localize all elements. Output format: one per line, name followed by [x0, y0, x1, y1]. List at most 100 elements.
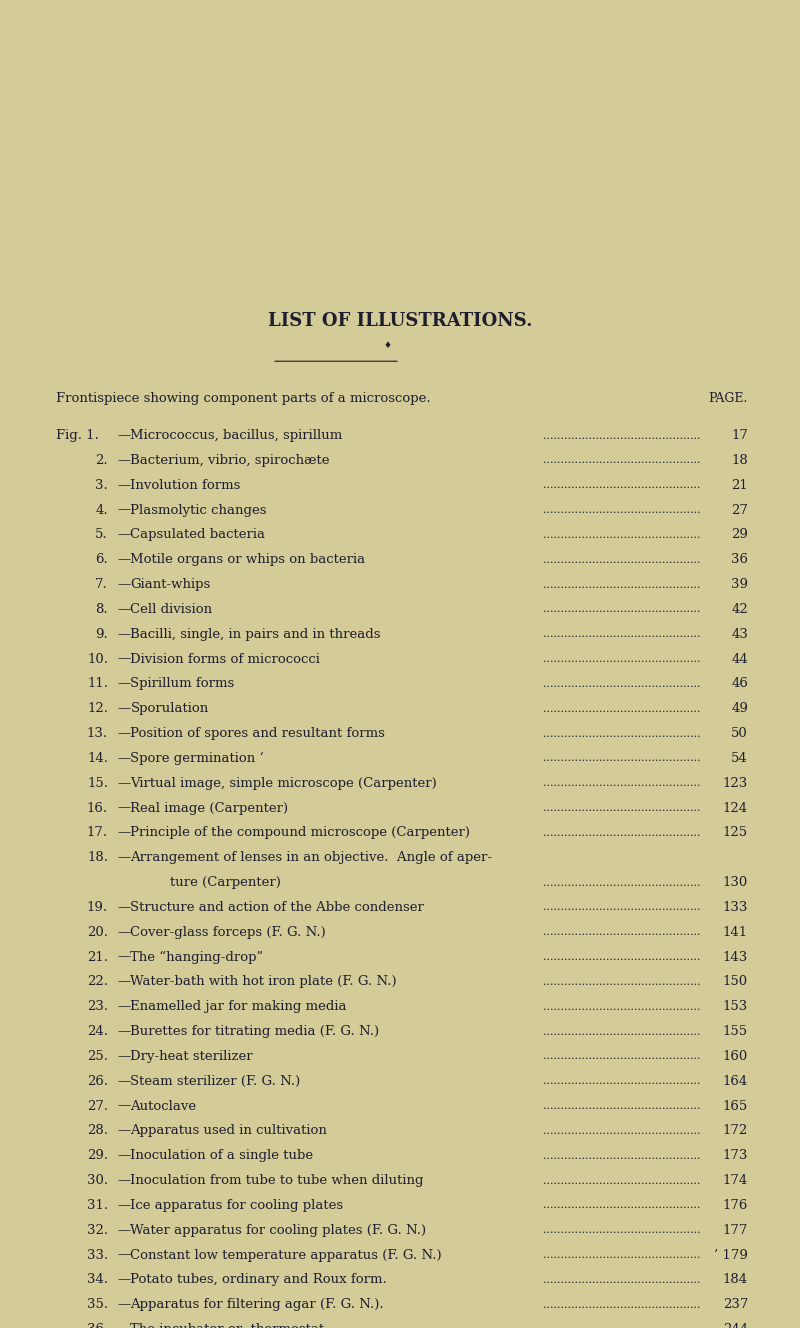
Text: 11.: 11.: [87, 677, 108, 691]
Text: 12.: 12.: [87, 703, 108, 716]
Text: 17.: 17.: [87, 826, 108, 839]
Text: Structure and action of the Abbe condenser: Structure and action of the Abbe condens…: [130, 900, 424, 914]
Text: 29: 29: [731, 529, 748, 542]
Text: —: —: [118, 1248, 130, 1262]
Text: Spirillum forms: Spirillum forms: [130, 677, 234, 691]
Text: .............................................: ........................................…: [542, 803, 700, 813]
Text: —: —: [118, 728, 130, 740]
Text: .............................................: ........................................…: [542, 878, 700, 887]
Text: Inoculation of a single tube: Inoculation of a single tube: [130, 1149, 314, 1162]
Text: —: —: [118, 628, 130, 640]
Text: —: —: [118, 777, 130, 790]
Text: .............................................: ........................................…: [542, 1027, 700, 1037]
Text: —: —: [118, 1274, 130, 1287]
Text: .............................................: ........................................…: [542, 1126, 700, 1135]
Text: .............................................: ........................................…: [542, 481, 700, 490]
Text: 22.: 22.: [87, 976, 108, 988]
Text: 33.: 33.: [86, 1248, 108, 1262]
Text: 26.: 26.: [87, 1074, 108, 1088]
Text: 23.: 23.: [87, 1000, 108, 1013]
Text: —: —: [118, 1100, 130, 1113]
Text: Apparatus used in cultivation: Apparatus used in cultivation: [130, 1125, 327, 1137]
Text: .............................................: ........................................…: [542, 1201, 700, 1210]
Text: Fig. 1.: Fig. 1.: [56, 429, 99, 442]
Text: —: —: [118, 826, 130, 839]
Text: 34.: 34.: [87, 1274, 108, 1287]
Text: 184: 184: [723, 1274, 748, 1287]
Text: .............................................: ........................................…: [542, 1226, 700, 1235]
Text: 18: 18: [731, 454, 748, 467]
Text: Autoclave: Autoclave: [130, 1100, 197, 1113]
Text: 19.: 19.: [87, 900, 108, 914]
Text: ’ 179: ’ 179: [714, 1248, 748, 1262]
Text: 39: 39: [731, 578, 748, 591]
Text: .............................................: ........................................…: [542, 729, 700, 738]
Text: 20.: 20.: [87, 926, 108, 939]
Text: 16.: 16.: [87, 802, 108, 814]
Text: 155: 155: [723, 1025, 748, 1038]
Text: —: —: [118, 554, 130, 566]
Text: 123: 123: [722, 777, 748, 790]
Text: 125: 125: [723, 826, 748, 839]
Text: .............................................: ........................................…: [542, 1076, 700, 1086]
Text: 160: 160: [722, 1050, 748, 1062]
Text: ture (Carpenter): ture (Carpenter): [170, 876, 282, 888]
Text: .............................................: ........................................…: [542, 1175, 700, 1186]
Text: PAGE.: PAGE.: [709, 392, 748, 405]
Text: 49: 49: [731, 703, 748, 716]
Text: —: —: [118, 1174, 130, 1187]
Text: .............................................: ........................................…: [542, 827, 700, 838]
Text: ♦: ♦: [384, 341, 392, 349]
Text: Constant low temperature apparatus (F. G. N.): Constant low temperature apparatus (F. G…: [130, 1248, 442, 1262]
Text: 21: 21: [731, 479, 748, 491]
Text: 24.: 24.: [87, 1025, 108, 1038]
Text: Sporulation: Sporulation: [130, 703, 209, 716]
Text: Frontispiece showing component parts of a microscope.: Frontispiece showing component parts of …: [56, 392, 430, 405]
Text: .............................................: ........................................…: [542, 1300, 700, 1309]
Text: —: —: [118, 1149, 130, 1162]
Text: 36: 36: [731, 554, 748, 566]
Text: 174: 174: [722, 1174, 748, 1187]
Text: —: —: [118, 1199, 130, 1212]
Text: 27.: 27.: [87, 1100, 108, 1113]
Text: .............................................: ........................................…: [542, 579, 700, 590]
Text: —: —: [118, 652, 130, 665]
Text: Spore germination ‘: Spore germination ‘: [130, 752, 264, 765]
Text: Arrangement of lenses in an objective.  Angle of aper-: Arrangement of lenses in an objective. A…: [130, 851, 492, 865]
Text: .............................................: ........................................…: [542, 1250, 700, 1260]
Text: 30.: 30.: [87, 1174, 108, 1187]
Text: 42: 42: [731, 603, 748, 616]
Text: —: —: [118, 1074, 130, 1088]
Text: 244: 244: [723, 1323, 748, 1328]
Text: Giant-whips: Giant-whips: [130, 578, 210, 591]
Text: —: —: [118, 429, 130, 442]
Text: .............................................: ........................................…: [542, 1052, 700, 1061]
Text: —: —: [118, 479, 130, 491]
Text: .............................................: ........................................…: [542, 704, 700, 713]
Text: Enamelled jar for making media: Enamelled jar for making media: [130, 1000, 347, 1013]
Text: 35.: 35.: [87, 1299, 108, 1311]
Text: 6.: 6.: [95, 554, 108, 566]
Text: —: —: [118, 752, 130, 765]
Text: Real image (Carpenter): Real image (Carpenter): [130, 802, 289, 814]
Text: 31.: 31.: [87, 1199, 108, 1212]
Text: 3.: 3.: [95, 479, 108, 491]
Text: —: —: [118, 1025, 130, 1038]
Text: .............................................: ........................................…: [542, 1101, 700, 1112]
Text: —: —: [118, 951, 130, 964]
Text: —: —: [118, 976, 130, 988]
Text: 133: 133: [722, 900, 748, 914]
Text: 165: 165: [722, 1100, 748, 1113]
Text: Burettes for titrating media (F. G. N.): Burettes for titrating media (F. G. N.): [130, 1025, 379, 1038]
Text: Division forms of micrococci: Division forms of micrococci: [130, 652, 320, 665]
Text: .............................................: ........................................…: [542, 629, 700, 639]
Text: 32.: 32.: [87, 1224, 108, 1236]
Text: 4.: 4.: [95, 503, 108, 517]
Text: —: —: [118, 603, 130, 616]
Text: LIST OF ILLUSTRATIONS.: LIST OF ILLUSTRATIONS.: [268, 312, 532, 331]
Text: .............................................: ........................................…: [542, 1275, 700, 1286]
Text: 7.: 7.: [95, 578, 108, 591]
Text: .............................................: ........................................…: [542, 903, 700, 912]
Text: Bacterium, vibrio, spirochæte: Bacterium, vibrio, spirochæte: [130, 454, 330, 467]
Text: —: —: [118, 677, 130, 691]
